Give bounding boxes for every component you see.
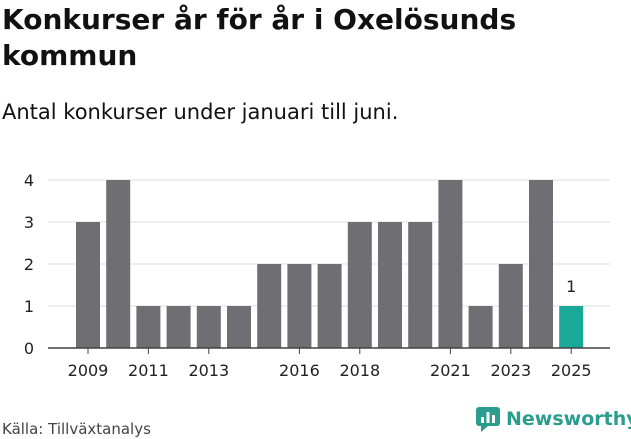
bars: 1 [76, 180, 584, 348]
y-tick-label: 3 [24, 213, 34, 232]
x-tick-label: 2009 [68, 361, 109, 380]
x-tick-label: 2025 [551, 361, 592, 380]
data-label: 1 [566, 277, 576, 296]
x-axis: 2009 2011 2013 2016 2018 2021 2023 2025 [48, 347, 610, 380]
bar [559, 306, 584, 348]
bar [529, 180, 553, 348]
bar [408, 222, 433, 348]
x-tick-label: 2021 [430, 361, 471, 380]
bar [347, 222, 372, 348]
y-axis-labels: 0 1 2 3 4 [24, 171, 34, 358]
source-note: Källa: Tillväxtanalys [2, 420, 151, 438]
bar [287, 264, 312, 348]
x-tick-label: 2016 [279, 361, 320, 380]
bar [196, 306, 221, 348]
y-tick-label: 4 [24, 171, 34, 190]
bar [257, 264, 282, 348]
bar [136, 306, 161, 348]
x-tick-label: 2018 [339, 361, 380, 380]
chart-title: Konkurser år för år i Oxelösunds kommun [2, 3, 517, 72]
chart-subtitle: Antal konkurser under januari till juni. [2, 100, 399, 124]
bar-chart: 0 1 2 3 4 1 2009 2011 2013 2016 2018 2021 2023 2025 [24, 171, 610, 380]
x-tick-label: 2011 [128, 361, 169, 380]
bar [438, 180, 463, 348]
bar [106, 180, 131, 348]
y-tick-label: 1 [24, 297, 34, 316]
bar [76, 222, 100, 348]
bar [468, 306, 493, 348]
x-tick-label: 2013 [188, 361, 229, 380]
bar [317, 264, 342, 348]
bar [166, 306, 191, 348]
y-tick-label: 2 [24, 255, 34, 274]
bar [498, 264, 523, 348]
brand[interactable]: Newsworthy [475, 406, 631, 432]
bar [227, 306, 251, 348]
newsworthy-logo-icon [476, 407, 500, 432]
bar [378, 222, 402, 348]
brand-name: Newsworthy [506, 408, 631, 430]
x-tick-label: 2023 [490, 361, 531, 380]
y-tick-label: 0 [24, 339, 34, 358]
